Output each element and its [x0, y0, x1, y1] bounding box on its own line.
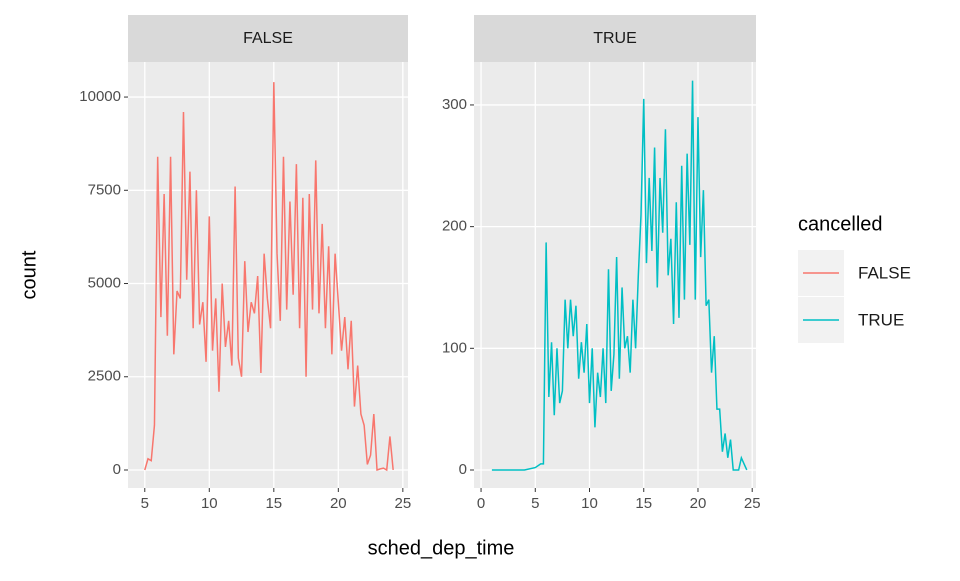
x-tick-label: 0 [477, 495, 485, 512]
series-line [491, 80, 748, 471]
y-tick-label: 200 [442, 218, 467, 235]
y-axis-title: count [18, 250, 40, 299]
panel-background [128, 62, 408, 488]
x-axis-title: sched_dep_time [368, 537, 515, 559]
x-tick-label: 15 [265, 495, 282, 512]
y-tick-label: 5000 [88, 274, 121, 291]
y-tick-label: 0 [459, 461, 467, 478]
x-tick-label: 20 [330, 495, 347, 512]
strip-label: TRUE [593, 30, 637, 47]
legend-label: FALSE [858, 263, 911, 282]
x-tick-label: 10 [201, 495, 218, 512]
panel-background [474, 62, 756, 488]
strip-background [128, 15, 408, 62]
legend-label: TRUE [858, 310, 904, 329]
legend-title: cancelled [798, 213, 883, 235]
x-tick-label: 15 [635, 495, 652, 512]
x-tick-label: 5 [531, 495, 539, 512]
y-tick-label: 2500 [88, 368, 121, 385]
y-tick-label: 10000 [79, 88, 121, 105]
x-tick-label: 25 [394, 495, 411, 512]
y-tick-label: 7500 [88, 181, 121, 198]
x-tick-label: 20 [690, 495, 707, 512]
x-tick-label: 25 [744, 495, 761, 512]
y-tick-label: 300 [442, 96, 467, 113]
strip-background [474, 15, 756, 62]
y-tick-label: 0 [113, 461, 121, 478]
strip-label: FALSE [243, 30, 293, 47]
x-tick-label: 10 [581, 495, 598, 512]
series-line [144, 82, 394, 472]
y-tick-label: 100 [442, 339, 467, 356]
x-tick-label: 5 [141, 495, 149, 512]
